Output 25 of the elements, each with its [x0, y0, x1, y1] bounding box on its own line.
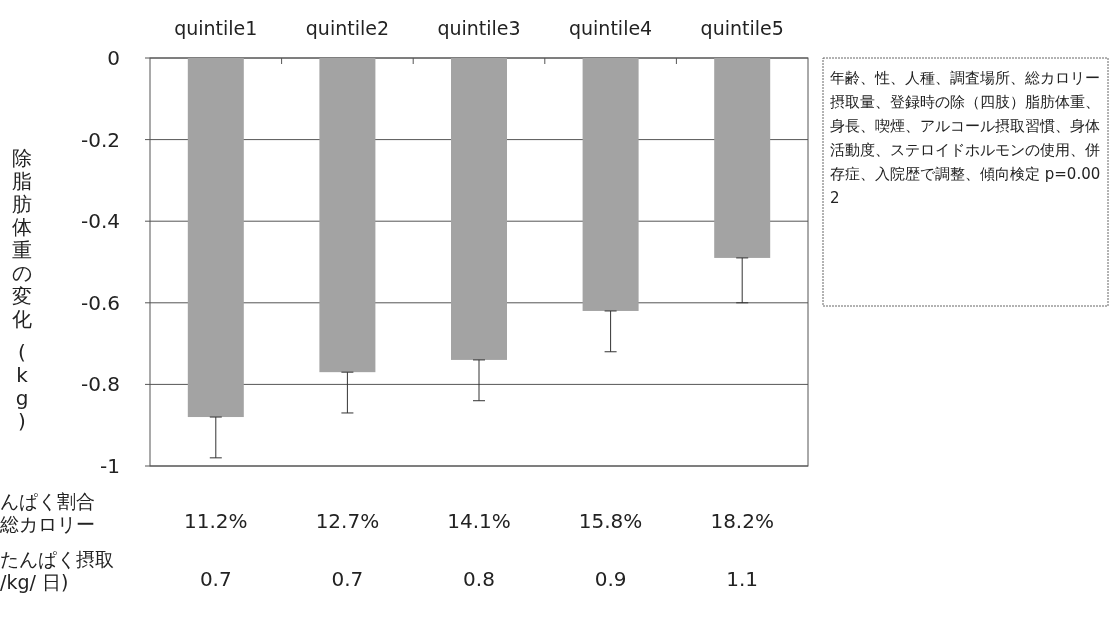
- x-tick-label: quintile2: [305, 17, 390, 39]
- text: 11.2%: [184, 509, 248, 533]
- text: んぱく割合総カロリー: [0, 490, 95, 536]
- text: 年齢、性、人種、調査場所、総カロリー摂取量、登録時の除（四肢）脂肪体重、身長、喫煙、アルコール摂取習慣、身体活動度、ステロイドホルモンの使用、併存症、入院歴で調整、傾向検定 p=0.002: [829, 68, 1102, 209]
- text: 18.2%: [710, 509, 774, 533]
- y-tick-label: -1: [100, 454, 120, 478]
- text: 除脂肪体重の変化 (kg): [12, 146, 32, 433]
- y-tick-label: -0.2: [80, 127, 120, 152]
- text: 15.8%: [578, 509, 643, 533]
- text: 1.1: [726, 567, 759, 591]
- text: 0.7: [331, 567, 364, 591]
- x-tick-label: quintile3: [437, 17, 521, 39]
- x-tick-label: quintile1: [174, 17, 258, 39]
- text: 0.9: [594, 567, 627, 591]
- text: 0.8: [463, 567, 495, 591]
- y-tick-label: -0.6: [80, 290, 120, 315]
- y-tick-label: -0.4: [80, 209, 120, 234]
- text: 0.7: [199, 567, 232, 591]
- y-tick-label: 0: [107, 46, 120, 70]
- y-tick-label: -0.8: [80, 372, 120, 397]
- x-tick-label: quintile5: [700, 17, 784, 39]
- text: たんぱく摂取 /kg/ 日): [0, 548, 115, 594]
- text: 12.7%: [315, 509, 380, 533]
- x-tick-label: quintile4: [568, 17, 653, 39]
- text: 14.1%: [447, 509, 511, 533]
